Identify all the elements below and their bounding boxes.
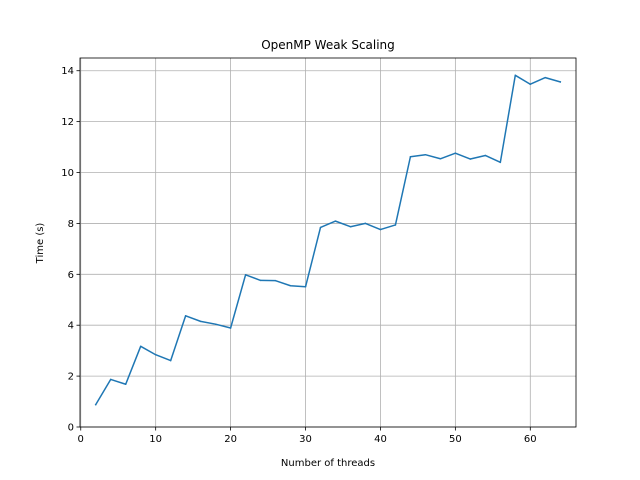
data-point [244,274,247,276]
y-tick-label: 14 [61,66,74,77]
plot-frame [79,57,577,428]
data-point [544,76,547,79]
data-point [379,228,382,231]
data-point [169,359,172,362]
series-layer [94,74,562,406]
data-point [184,315,187,317]
data-point [274,279,277,282]
data-point [319,226,322,229]
x-axis: 0 10 20 30 40 50 60 [78,427,537,445]
data-point [439,158,442,160]
data-point [229,327,232,329]
data-point [409,155,412,158]
y-tick-label: 10 [61,168,74,179]
data-point [109,378,112,381]
data-point [334,220,337,222]
x-tick-label: 20 [224,434,237,445]
data-point [529,83,532,85]
x-tick-label: 40 [374,434,387,445]
data-point [289,285,292,287]
y-tick-label: 4 [68,321,74,332]
y-axis: 0 2 4 6 8 10 12 14 [61,66,80,434]
data-point [94,403,97,406]
y-axis-label: Time (s) [35,223,46,265]
data-point [304,286,307,288]
data-point [469,158,472,160]
x-tick-label: 50 [449,434,462,445]
data-point [214,323,217,325]
y-tick-label: 0 [68,423,74,434]
data-point [484,154,487,157]
data-point [139,345,142,348]
x-tick-label: 10 [149,434,162,445]
data-point [124,383,127,385]
y-tick-label: 2 [68,372,74,383]
data-point [424,153,427,156]
x-tick-label: 0 [78,434,84,445]
series-line [94,74,562,406]
y-tick-label: 6 [68,270,74,281]
y-tick-label: 8 [68,219,74,230]
data-point [259,279,262,282]
data-point [559,81,562,83]
chart-title: OpenMP Weak Scaling [261,38,395,52]
data-point [154,353,157,356]
data-point [499,161,502,164]
x-axis-label: Number of threads [281,458,375,469]
data-point [349,225,352,228]
y-tick-label: 12 [61,117,74,128]
data-point [364,222,367,225]
x-tick-label: 30 [299,434,312,445]
data-point [199,320,202,323]
data-point [394,224,397,226]
data-point [514,74,517,77]
data-point [454,152,457,154]
gridlines [80,58,576,428]
x-tick-label: 60 [524,434,537,445]
